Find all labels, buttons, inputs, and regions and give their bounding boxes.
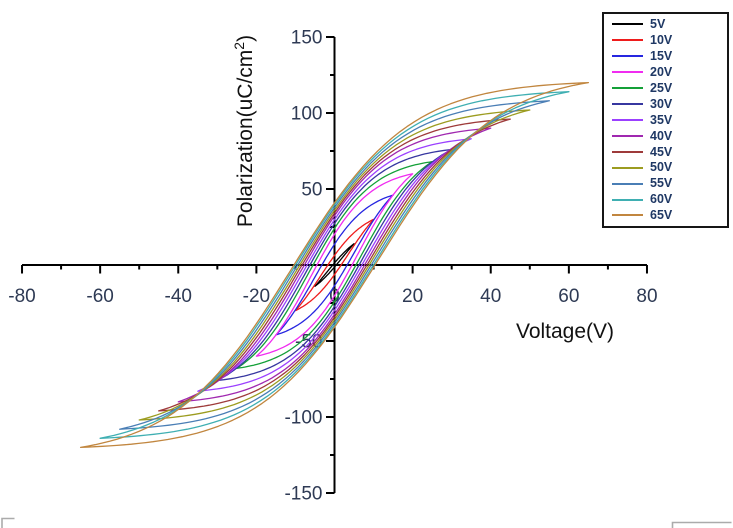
legend-line-swatch xyxy=(612,118,643,121)
legend-label: 10V xyxy=(650,33,673,48)
curve-35V xyxy=(197,138,472,392)
legend-item-15V: 15V xyxy=(604,49,727,64)
legend-item-30V: 30V xyxy=(604,97,727,112)
legend-label: 20V xyxy=(650,64,673,79)
legend-label: 5V xyxy=(650,17,666,32)
y-tick-label: -150 xyxy=(284,484,322,505)
legend-label: 60V xyxy=(650,192,673,207)
legend-line-swatch xyxy=(612,198,643,201)
x-axis-title: Voltage(V) xyxy=(516,320,614,343)
curve-40V xyxy=(177,127,492,403)
curve-20V xyxy=(255,173,414,357)
x-tick-label: 80 xyxy=(636,286,657,307)
curve-60V xyxy=(99,91,570,439)
x-tick-label: -40 xyxy=(165,286,192,307)
legend-label: 15V xyxy=(650,49,673,64)
y-tick-label: 100 xyxy=(291,104,323,125)
legend-item-35V: 35V xyxy=(604,112,727,127)
legend-line-swatch xyxy=(612,214,643,217)
legend-line-swatch xyxy=(612,166,643,169)
curve-45V xyxy=(158,118,511,412)
legend-line-swatch xyxy=(612,134,643,137)
legend-label: 45V xyxy=(650,144,673,159)
x-tick-label: 20 xyxy=(402,286,423,307)
y-tick-label: -100 xyxy=(284,408,322,429)
legend-line-swatch xyxy=(612,39,643,42)
x-tick-label: 40 xyxy=(480,286,501,307)
legend-item-5V: 5V xyxy=(604,17,727,32)
legend-line-swatch xyxy=(612,150,643,153)
y-tick-label: 150 xyxy=(291,28,323,49)
legend-item-55V: 55V xyxy=(604,176,727,191)
crop-mark-bottom-right-icon xyxy=(671,521,732,528)
legend-label: 55V xyxy=(650,176,673,191)
legend-label: 65V xyxy=(650,208,673,223)
legend-line-swatch xyxy=(612,182,643,185)
y-axis-title: Polarization(uC/cm2) xyxy=(231,35,257,227)
legend-line-swatch xyxy=(612,71,643,74)
curve-50V xyxy=(138,109,531,421)
legend-label: 30V xyxy=(650,96,673,111)
legend-item-60V: 60V xyxy=(604,192,727,207)
legend-label: 25V xyxy=(650,80,673,95)
legend-item-25V: 25V xyxy=(604,81,727,96)
legend-item-20V: 20V xyxy=(604,65,727,80)
curve-55V xyxy=(119,100,550,430)
legend: 5V 10V 15V 20V 25V 30V 35V 40V 45V 50V 55V 60V 65V xyxy=(602,12,729,228)
curve-65V xyxy=(79,81,590,449)
legend-item-40V: 40V xyxy=(604,128,727,143)
curve-5V xyxy=(314,243,355,287)
crop-mark-bottom-left-icon xyxy=(1,517,15,528)
legend-label: 50V xyxy=(650,160,673,175)
legend-item-10V: 10V xyxy=(604,33,727,48)
legend-label: 40V xyxy=(650,128,673,143)
legend-line-swatch xyxy=(612,55,643,58)
x-tick-label: -60 xyxy=(86,286,113,307)
y-tick-label: 50 xyxy=(301,180,322,201)
legend-line-swatch xyxy=(612,103,643,106)
legend-line-swatch xyxy=(612,87,643,90)
legend-line-swatch xyxy=(612,23,643,26)
legend-label: 35V xyxy=(650,112,673,127)
legend-item-45V: 45V xyxy=(604,144,727,159)
legend-item-50V: 50V xyxy=(604,160,727,175)
legend-item-65V: 65V xyxy=(604,208,727,223)
x-tick-label: 60 xyxy=(558,286,579,307)
x-tick-label: -80 xyxy=(8,286,35,307)
x-tick-label: -20 xyxy=(243,286,270,307)
